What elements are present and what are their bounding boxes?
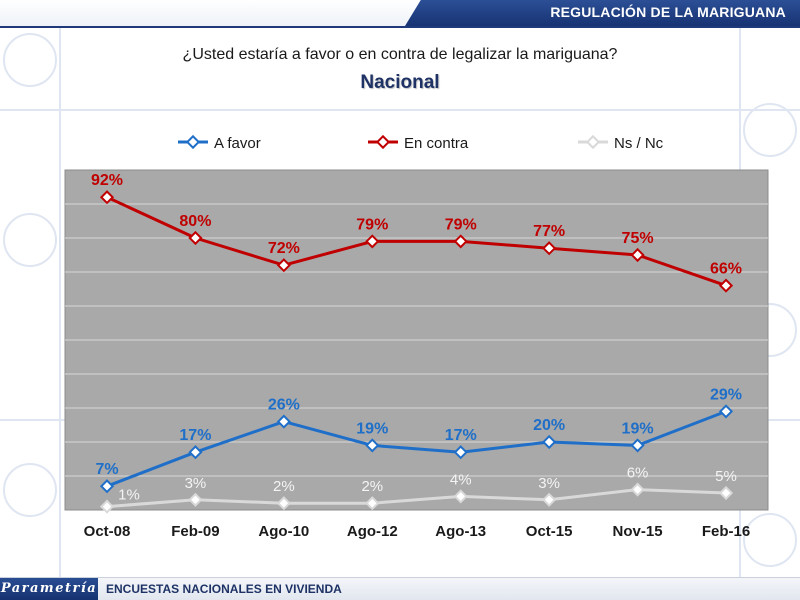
header-tab [405,0,800,26]
data-label: 3% [185,475,207,492]
data-label: 2% [361,478,383,495]
data-point [718,404,734,419]
data-point [453,445,468,460]
data-point [718,485,734,501]
x-tick-label: Nov-15 [613,523,663,540]
data-point [453,234,468,249]
data-label: 3% [538,475,560,492]
data-label: 66% [710,261,742,278]
x-tick-label: Oct-15 [526,523,573,540]
data-label: 6% [627,465,649,482]
section-title: REGULACIÓN DE LA MARIGUANA [550,4,786,20]
data-point [718,278,734,293]
legend-marker-1 [375,134,391,150]
data-label: 19% [622,420,654,437]
data-point [99,479,115,494]
legend-marker-0 [185,134,201,150]
data-point [365,496,380,511]
data-label: 72% [268,240,300,257]
footer-text: ENCUESTAS NACIONALES EN VIVIENDA [106,582,342,596]
legend-label-0: A favor [214,135,261,152]
series-line-2 [106,488,727,509]
data-point [630,247,645,263]
footer-bar: Parametría ENCUESTAS NACIONALES EN VIVIE… [0,577,800,600]
data-point [188,230,203,246]
data-label: 19% [356,420,388,437]
data-label: 75% [622,230,654,247]
data-label: 17% [179,427,211,444]
data-point [276,258,291,273]
series-line-0 [106,409,727,488]
data-label: 2% [273,478,295,495]
data-label: 7% [95,461,118,478]
data-point [99,190,115,205]
data-point [276,414,291,429]
data-point [99,499,115,514]
data-label: 5% [715,468,737,485]
data-label: 29% [710,386,742,403]
x-tick-label: Ago-10 [258,523,309,540]
series-line-1 [106,195,727,288]
data-label: 77% [533,223,565,240]
legend-marker-2 [585,134,601,150]
x-tick-label: Feb-09 [171,523,219,540]
data-label: 26% [268,397,300,414]
data-point [365,234,380,249]
data-point [542,241,557,256]
x-tick-label: Ago-12 [347,523,398,540]
data-point [630,438,645,453]
data-label: 80% [179,213,211,230]
data-point [188,445,203,460]
data-point [365,438,380,453]
data-label: 92% [91,172,123,189]
header-bar: REGULACIÓN DE LA MARIGUANA [0,0,800,28]
chart-subtitle: Nacional [360,72,440,93]
data-label: 17% [445,427,477,444]
legend-label-1: En contra [404,135,469,152]
data-point [276,496,291,511]
data-label: 4% [450,471,472,488]
x-tick-label: Feb-16 [702,523,750,540]
x-tick-label: Ago-13 [435,523,486,540]
data-label: 1% [118,487,140,504]
data-point [630,482,645,497]
x-tick-label: Oct-08 [84,523,131,540]
data-label: 79% [356,216,388,233]
parametria-logo: Parametría [0,578,98,600]
data-point [453,489,468,504]
data-point [542,492,557,507]
data-point [542,434,557,450]
legend-label-2: Ns / Nc [614,135,664,152]
data-label: 20% [533,417,565,434]
data-point [188,492,203,507]
survey-question: ¿Usted estaría a favor o en contra de le… [182,46,618,63]
data-label: 79% [445,216,477,233]
